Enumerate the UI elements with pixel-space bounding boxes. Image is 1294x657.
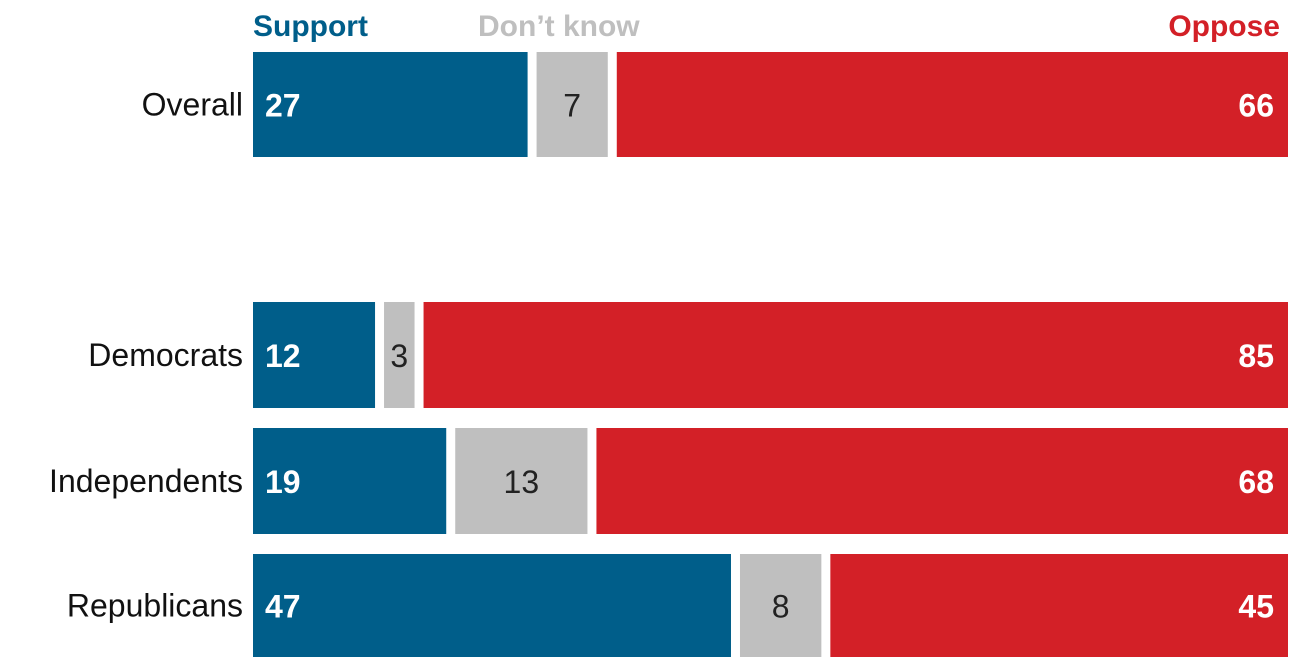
value-label-democrats-support: 12	[265, 338, 301, 374]
value-label-independents-oppose: 68	[1238, 464, 1274, 500]
bar-democrats-support	[253, 302, 376, 408]
category-label-republicans: Republicans	[67, 588, 243, 624]
value-label-democrats-don-t-know: 3	[390, 338, 408, 374]
value-label-republicans-don-t-know: 8	[772, 589, 790, 625]
value-label-overall-support: 27	[265, 88, 301, 124]
bar-overall-support	[253, 52, 528, 157]
value-label-democrats-oppose: 85	[1238, 338, 1274, 374]
bar-independents-don-t-know	[455, 428, 588, 534]
bar-democrats-don-t-know	[384, 302, 415, 408]
legend-oppose: Oppose	[1168, 10, 1280, 43]
value-label-republicans-support: 47	[265, 589, 301, 625]
chart-legend: Support Don’t know Oppose	[253, 10, 1280, 43]
bar-republicans-oppose	[830, 554, 1288, 657]
bar-segments	[253, 52, 1288, 657]
value-label-overall-oppose: 66	[1238, 88, 1274, 124]
value-label-republicans-oppose: 45	[1238, 589, 1274, 625]
category-labels: Overall Democrats Independents Republicans	[49, 87, 243, 624]
bar-independents-oppose	[596, 428, 1288, 534]
bar-republicans-don-t-know	[739, 554, 822, 657]
bar-overall-don-t-know	[536, 52, 608, 157]
legend-don-t-know: Don’t know	[478, 10, 640, 43]
category-label-overall: Overall	[142, 87, 243, 123]
value-labels: 27 7 66 12 3 85 19 13 68 47 8 45	[265, 88, 1274, 625]
bar-democrats-oppose	[423, 302, 1288, 408]
legend-support: Support	[253, 10, 368, 43]
bar-independents-support	[253, 428, 447, 534]
value-label-independents-support: 19	[265, 464, 301, 500]
category-label-democrats: Democrats	[88, 337, 243, 373]
value-label-overall-don-t-know: 7	[563, 88, 581, 124]
category-label-independents: Independents	[49, 463, 243, 499]
bar-overall-oppose	[616, 52, 1288, 157]
value-label-independents-don-t-know: 13	[504, 464, 540, 500]
bar-republicans-support	[253, 554, 731, 657]
